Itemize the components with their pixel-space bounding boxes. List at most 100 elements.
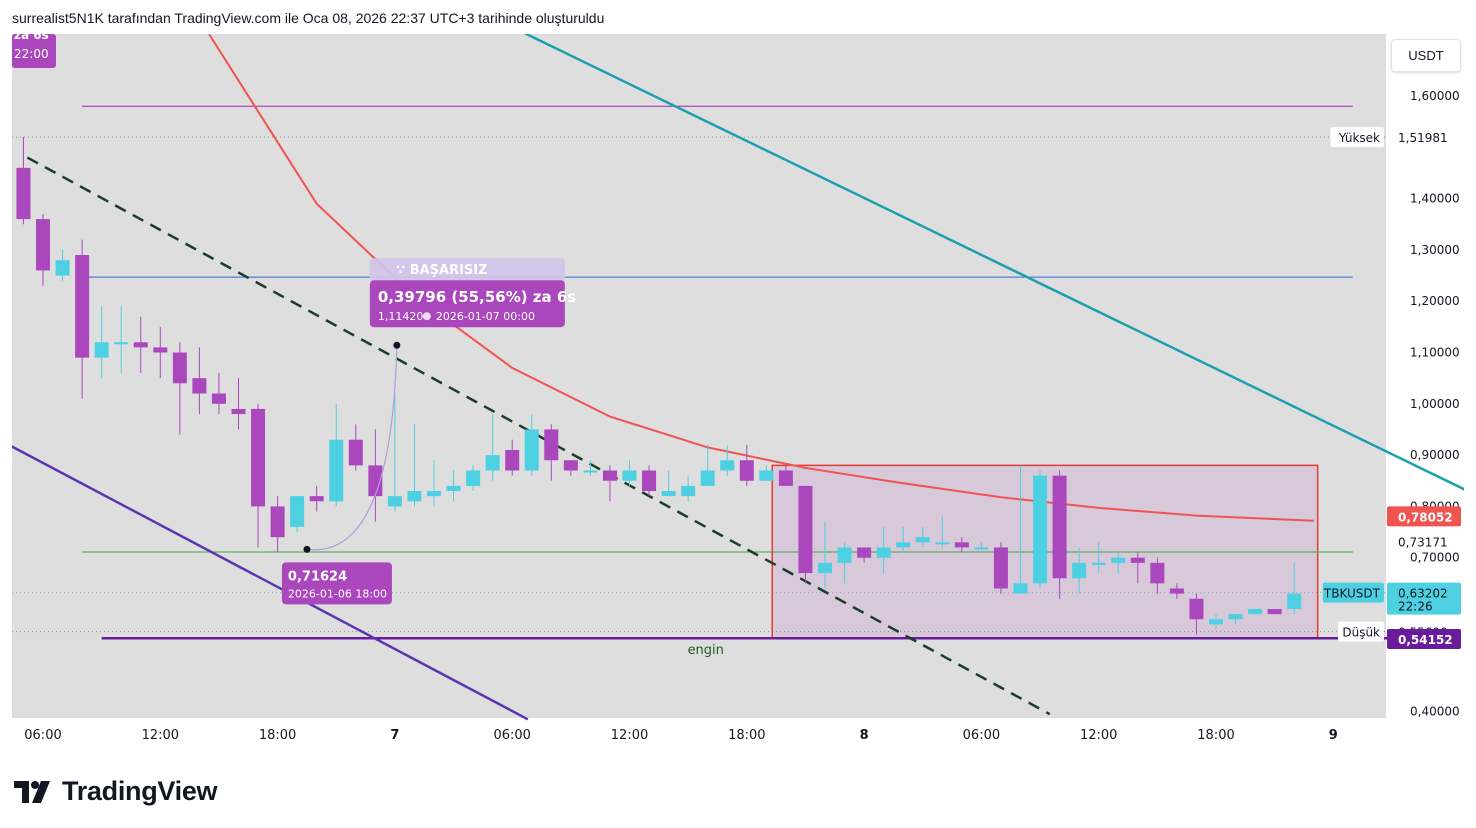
candle-body bbox=[387, 496, 402, 507]
candle-body bbox=[1013, 583, 1028, 594]
candle-body bbox=[544, 429, 559, 461]
time-tick: 18:00 bbox=[728, 728, 765, 743]
candle bbox=[602, 465, 617, 502]
purple-channel-line bbox=[3, 441, 529, 721]
price-label-value: 1,51981 bbox=[1398, 131, 1448, 145]
time-tick: 18:00 bbox=[1197, 728, 1234, 743]
price-label-value: 0,78052 bbox=[1398, 510, 1453, 524]
candle bbox=[309, 485, 324, 512]
price-tick: 1,40000 bbox=[1410, 192, 1460, 206]
tradingview-logo-text: TradingView bbox=[62, 776, 218, 806]
price-tick: 1,00000 bbox=[1410, 397, 1460, 411]
candle bbox=[1052, 470, 1067, 599]
price-label-bg bbox=[1387, 531, 1461, 552]
annotations: 0,71624 2026-01-06 18:00 ∵ BAŞARISIZ 0,3979… bbox=[281, 258, 576, 605]
candle-body bbox=[114, 342, 129, 345]
time-tick: 12:00 bbox=[142, 728, 179, 743]
candle bbox=[192, 347, 207, 415]
candle bbox=[290, 496, 305, 533]
candle-body bbox=[485, 455, 500, 471]
candle bbox=[368, 429, 383, 522]
price-label-tag-bg bbox=[1330, 127, 1384, 148]
candle bbox=[466, 465, 481, 492]
candle-body bbox=[1228, 614, 1243, 620]
candle-body bbox=[466, 470, 481, 486]
candle bbox=[211, 373, 226, 415]
price-axis[interactable]: 1,60000 1,40000 1,30000 1,20000 1,10000 1,000… bbox=[1410, 89, 1460, 719]
candle bbox=[622, 460, 637, 486]
candle bbox=[798, 485, 813, 584]
candle-body bbox=[681, 485, 696, 497]
prediction-end-label-bg bbox=[369, 280, 565, 328]
candle bbox=[544, 424, 559, 481]
candle-body bbox=[700, 470, 715, 486]
candle-body bbox=[1052, 475, 1067, 579]
candle-body bbox=[36, 219, 50, 271]
price-tick: 1,10000 bbox=[1410, 346, 1460, 360]
prediction-start-value: 0,71624 bbox=[288, 569, 347, 584]
time-axis[interactable]: 06:00 12:00 18:00 7 06:00 12:00 18:00 8 06:00 12:… bbox=[24, 728, 1338, 743]
candle-body bbox=[231, 408, 246, 415]
tradingview-brand[interactable]: TradingView bbox=[14, 776, 218, 807]
candle-body bbox=[368, 465, 383, 497]
candle-body bbox=[1189, 598, 1204, 620]
candle bbox=[16, 137, 31, 225]
candle-body bbox=[1248, 609, 1263, 615]
candle-body bbox=[661, 491, 676, 497]
candle-body bbox=[446, 485, 461, 492]
time-tick: 18:00 bbox=[259, 728, 296, 743]
candle-body bbox=[348, 439, 363, 466]
candle-body bbox=[1111, 557, 1126, 563]
candlestick-chart[interactable]: engin 0,71624 2026-01-06 18:00 ∵ BAŞARISIZ… bbox=[3, 28, 1476, 752]
candle-body bbox=[1150, 562, 1165, 584]
candle-body bbox=[778, 470, 793, 486]
plot-background bbox=[12, 34, 1386, 718]
candle-body bbox=[954, 542, 969, 548]
candle-body bbox=[935, 542, 950, 545]
candle bbox=[1287, 562, 1302, 615]
candle-body bbox=[857, 547, 872, 558]
candle bbox=[837, 542, 852, 584]
candle-body bbox=[329, 439, 344, 502]
candle-body bbox=[642, 470, 657, 492]
chart-area[interactable]: engin 0,71624 2026-01-06 18:00 ∵ BAŞARISIZ… bbox=[3, 28, 1476, 752]
price-label-bg bbox=[1387, 629, 1461, 650]
candle-body bbox=[1091, 562, 1106, 565]
candle-body bbox=[75, 255, 90, 358]
candle-body bbox=[133, 342, 148, 348]
currency-button[interactable]: USDT bbox=[1391, 39, 1461, 72]
time-tick: 06:00 bbox=[24, 728, 61, 743]
prediction-end-text: 0,39796 (55,56%) za 6s bbox=[378, 288, 576, 306]
candle bbox=[1091, 542, 1106, 574]
candle-body bbox=[524, 429, 539, 471]
candle-body bbox=[1287, 593, 1302, 609]
candle-body bbox=[974, 547, 989, 550]
price-label-engin-level: 0,54152 bbox=[1387, 629, 1461, 650]
candle-body bbox=[876, 547, 891, 558]
chart-caption: surrealist5N1K tarafından TradingView.co… bbox=[12, 10, 605, 26]
price-label-tag-bg bbox=[1322, 582, 1384, 603]
candle-body bbox=[251, 408, 266, 507]
time-tick: 06:00 bbox=[963, 728, 1000, 743]
price-label-tag: Yüksek bbox=[1338, 131, 1380, 145]
price-label-green-level: 0,73171 bbox=[1387, 531, 1461, 552]
candle bbox=[231, 378, 246, 430]
price-label-tag: TBKUSDT bbox=[1323, 587, 1381, 601]
prediction-end-date: 2026-01-07 00:00 bbox=[436, 310, 535, 323]
candle-body bbox=[1267, 609, 1282, 615]
candle-body bbox=[16, 167, 31, 220]
candle bbox=[681, 475, 696, 502]
prediction-end-dot bbox=[393, 341, 401, 349]
candle-body bbox=[1072, 562, 1087, 579]
candle-body bbox=[153, 347, 168, 353]
candle bbox=[1169, 583, 1184, 599]
time-tick: 06:00 bbox=[493, 728, 530, 743]
price-tick: 0,90000 bbox=[1410, 448, 1460, 462]
prediction-start-date: 2026-01-06 18:00 bbox=[288, 587, 387, 600]
candle-body bbox=[290, 496, 305, 527]
candle-body bbox=[739, 460, 754, 481]
candle bbox=[94, 306, 109, 379]
candle bbox=[75, 239, 90, 399]
candle bbox=[36, 213, 50, 286]
candle bbox=[1189, 593, 1204, 635]
